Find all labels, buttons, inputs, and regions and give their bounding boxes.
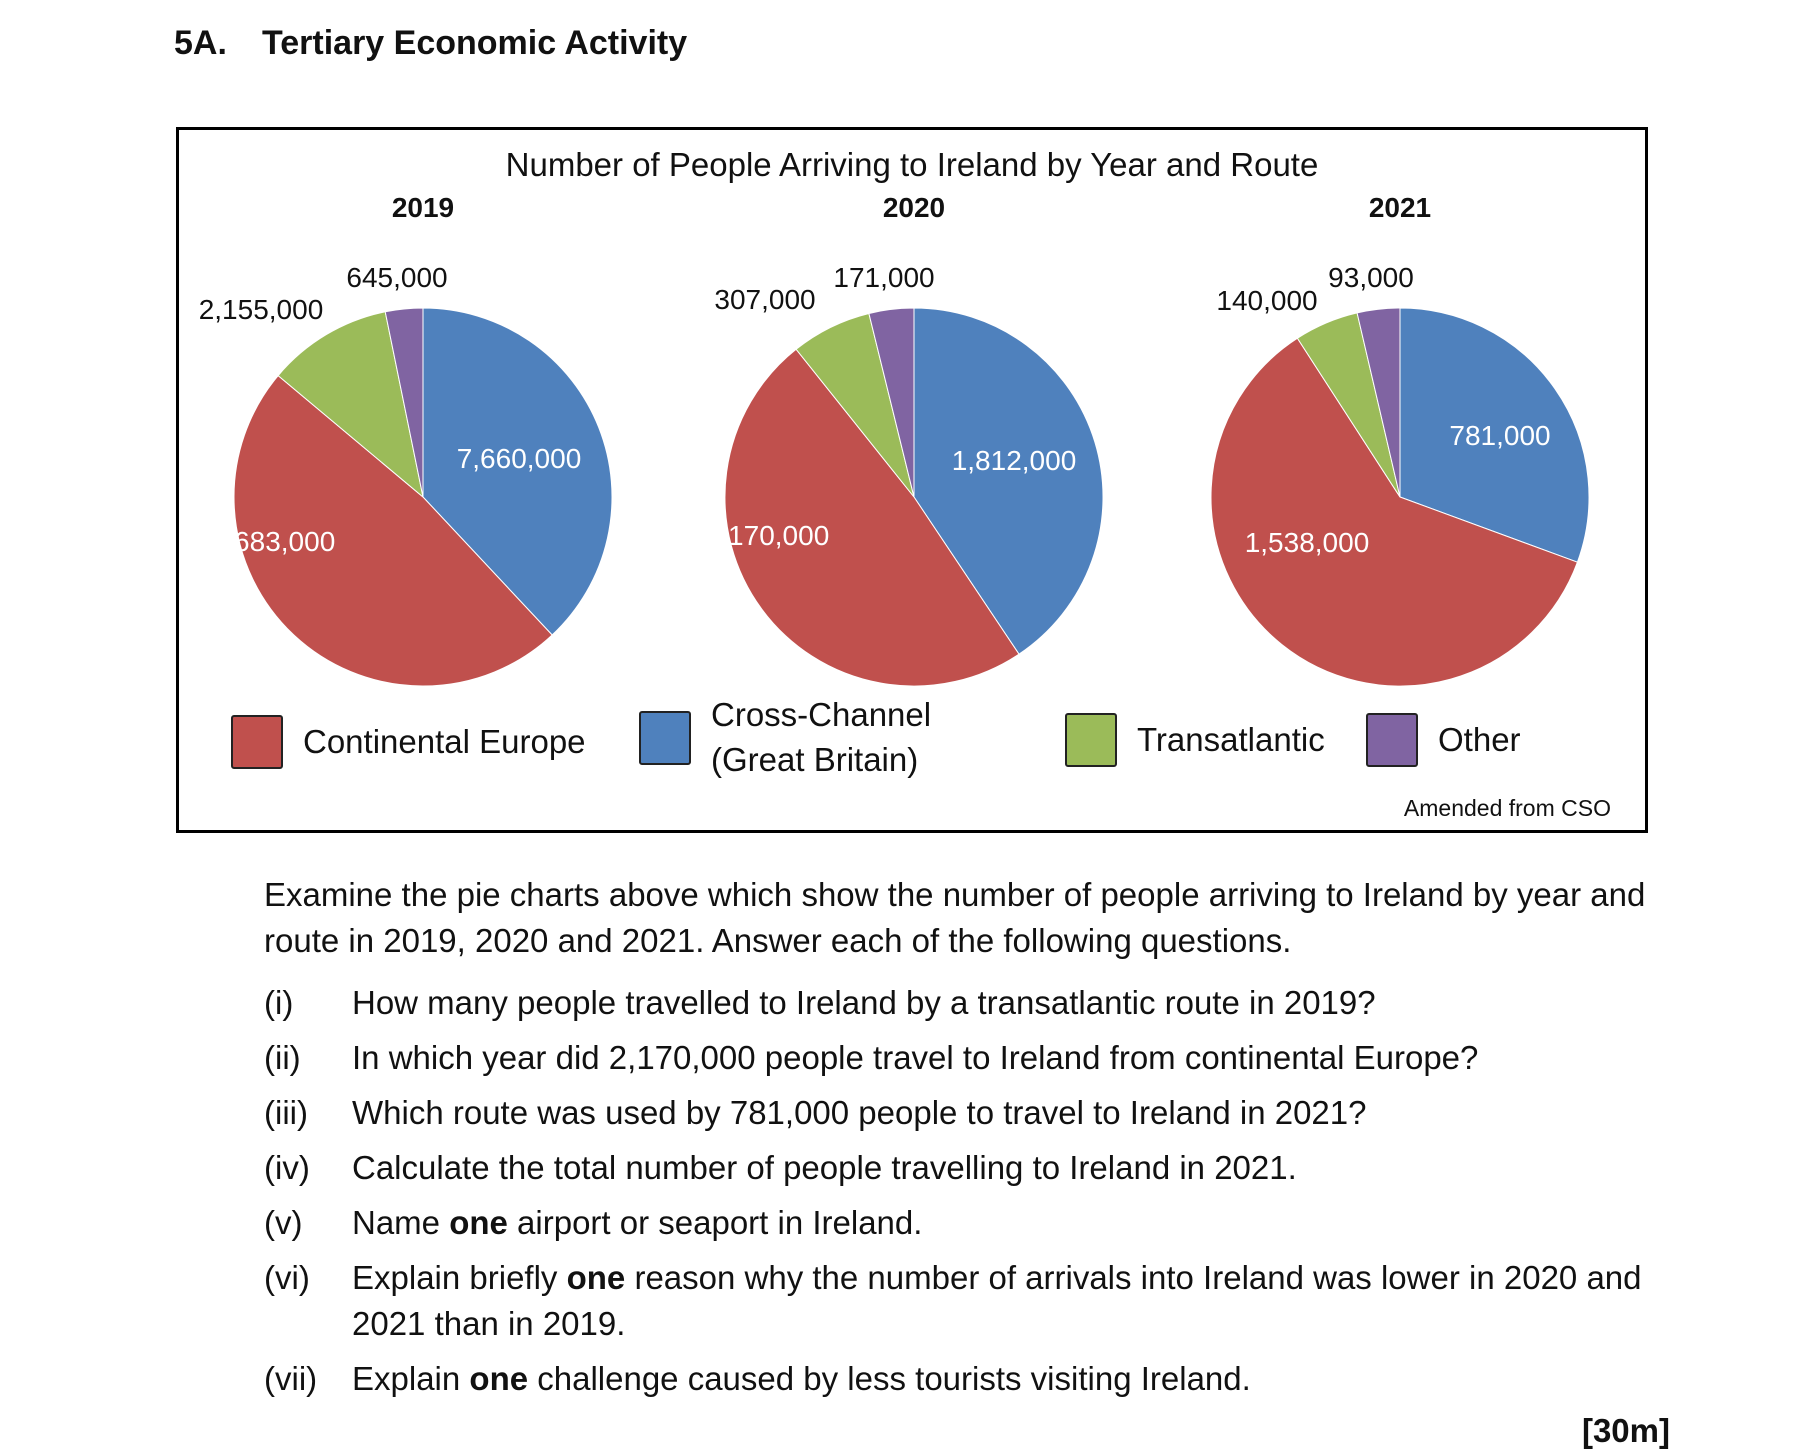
question-emphasis: one: [469, 1360, 529, 1397]
question-item: (i) How many people travelled to Ireland…: [264, 980, 1664, 1026]
legend-item-continental-europe: Continental Europe: [231, 715, 586, 769]
pie-slice-cross-channel: [422, 307, 613, 636]
source-note: Amended from CSO: [1403, 795, 1611, 821]
question-item: (v) Name one airport or seaport in Irela…: [264, 1200, 1664, 1246]
pie-data-label-other: 645,000: [346, 262, 447, 293]
question-emphasis: one: [449, 1204, 508, 1241]
question-number: (v): [264, 1204, 303, 1241]
question-text: Which route was used by 781,000 people t…: [352, 1090, 1664, 1136]
pie-data-label-transatlantic: 307,000: [714, 284, 815, 315]
pie-data-label-continental-europe: 9,683,000: [211, 526, 336, 557]
question-text: How many people travelled to Ireland by …: [352, 980, 1664, 1026]
question-text-part: Explain briefly: [352, 1259, 567, 1296]
marks-label: [30m]: [1581, 1412, 1670, 1449]
question-text: In which year did 2,170,000 people trave…: [352, 1035, 1664, 1081]
pie-slice-other: [868, 307, 915, 498]
legend-label-cross-channel: Cross-Channel (Great Britain): [711, 693, 931, 782]
pie-chart-2019: 2019 7,660,000 9,683,000 2,155,000 645,000: [199, 192, 613, 687]
question-item: (vii) Explain one challenge caused by le…: [264, 1356, 1664, 1402]
pie-slice-cross-channel: [1399, 307, 1590, 563]
question-text-part: airport or seaport in Ireland.: [507, 1204, 923, 1241]
question-number: (vi): [264, 1259, 310, 1296]
pie-data-label-other: 93,000: [1328, 262, 1414, 293]
pie-year-label: 2020: [883, 192, 945, 223]
chart-panel: Number of People Arriving to Ireland by …: [176, 127, 1648, 833]
legend-label-line: Other: [1438, 720, 1521, 758]
question-number: (ii): [264, 1039, 301, 1076]
intro-text: Examine the pie charts above which show …: [264, 876, 1646, 959]
pie-year-label: 2019: [392, 192, 454, 223]
legend-label-continental-europe: Continental Europe: [303, 720, 586, 765]
legend-label-other: Other: [1438, 718, 1521, 763]
legend-swatch-other: [1366, 713, 1418, 767]
pie-slice-transatlantic: [277, 311, 424, 499]
pie-data-label-continental-europe: 2,170,000: [705, 520, 830, 551]
legend: Continental Europe Cross-Channel (Great …: [179, 696, 1645, 805]
legend-label-line: (Great Britain): [711, 740, 919, 778]
legend-swatch-transatlantic: [1065, 713, 1117, 767]
question-text-part: Explain: [352, 1360, 470, 1397]
legend-item-transatlantic: Transatlantic: [1065, 713, 1325, 767]
legend-label-line: Transatlantic: [1137, 720, 1325, 758]
pie-slice-other: [1356, 307, 1401, 498]
section-title: Tertiary Economic Activity: [262, 24, 688, 62]
pie-slice-continental-europe: [724, 348, 1020, 687]
legend-label-transatlantic: Transatlantic: [1137, 718, 1325, 763]
pie-data-label-transatlantic: 140,000: [1216, 285, 1317, 316]
legend-swatch-cross-channel: [639, 710, 691, 765]
pie-data-label-cross-channel: 1,812,000: [952, 445, 1077, 476]
legend-item-cross-channel: Cross-Channel (Great Britain): [639, 693, 931, 782]
question-text-part: Which route was used by 781,000 people t…: [352, 1094, 1367, 1131]
legend-label-line: Continental Europe: [303, 722, 586, 760]
question-number: (iv): [264, 1149, 310, 1186]
question-emphasis: one: [566, 1259, 626, 1296]
question-text: Explain briefly one reason why the numbe…: [352, 1255, 1664, 1347]
pie-year-label: 2021: [1369, 192, 1431, 223]
pie-slice-continental-europe: [1210, 337, 1579, 687]
pie-data-label-transatlantic: 2,155,000: [199, 294, 324, 325]
question-text: Calculate the total number of people tra…: [352, 1145, 1664, 1191]
question-number: (vii): [264, 1360, 318, 1397]
question-text-part: In which year did 2,170,000 people trave…: [352, 1039, 1479, 1076]
legend-item-other: Other: [1366, 713, 1521, 767]
pie-charts: 20197,660,0009,683,0002,155,000645,00020…: [199, 192, 1590, 687]
question-number: (i): [264, 984, 294, 1021]
section-heading: 5A. Tertiary Economic Activity: [174, 24, 687, 63]
section-number: 5A.: [174, 24, 227, 62]
legend-label-line: Cross-Channel: [711, 696, 932, 733]
question-number: (iii): [264, 1094, 308, 1131]
chart-title: Number of People Arriving to Ireland by …: [505, 146, 1319, 183]
question-item: (vi) Explain briefly one reason why the …: [264, 1255, 1664, 1347]
pie-data-label-cross-channel: 781,000: [1449, 420, 1550, 451]
pie-data-label-cross-channel: 7,660,000: [457, 443, 582, 474]
pie-data-label-continental-europe: 1,538,000: [1245, 527, 1370, 558]
question-text-part: How many people travelled to Ireland by …: [352, 984, 1376, 1021]
question-item: (ii) In which year did 2,170,000 people …: [264, 1035, 1664, 1081]
question-text-part: Calculate the total number of people tra…: [352, 1149, 1297, 1186]
question-text: Explain one challenge caused by less tou…: [352, 1356, 1664, 1402]
question-text-part: challenge caused by less tourists visiti…: [528, 1360, 1251, 1397]
pie-slice-continental-europe: [233, 374, 553, 687]
pie-data-label-other: 171,000: [833, 262, 934, 293]
question-item: (iv) Calculate the total number of peopl…: [264, 1145, 1664, 1191]
pie-chart-2020: 2020 1,812,000 2,170,000 307,000 171,000: [705, 192, 1104, 687]
question-item: (iii) Which route was used by 781,000 pe…: [264, 1090, 1664, 1136]
question-text-part: Name: [352, 1204, 450, 1241]
pie-slice-other: [384, 307, 424, 498]
legend-swatch-continental-europe: [231, 715, 283, 769]
question-list: (i) How many people travelled to Ireland…: [264, 980, 1664, 1411]
pie-chart-2021: 2021 781,000 1,538,000 140,000 93,000: [1210, 192, 1590, 687]
question-text-part: reason why the number of arrivals into I…: [352, 1259, 1642, 1342]
question-text: Name one airport or seaport in Ireland.: [352, 1200, 1664, 1246]
